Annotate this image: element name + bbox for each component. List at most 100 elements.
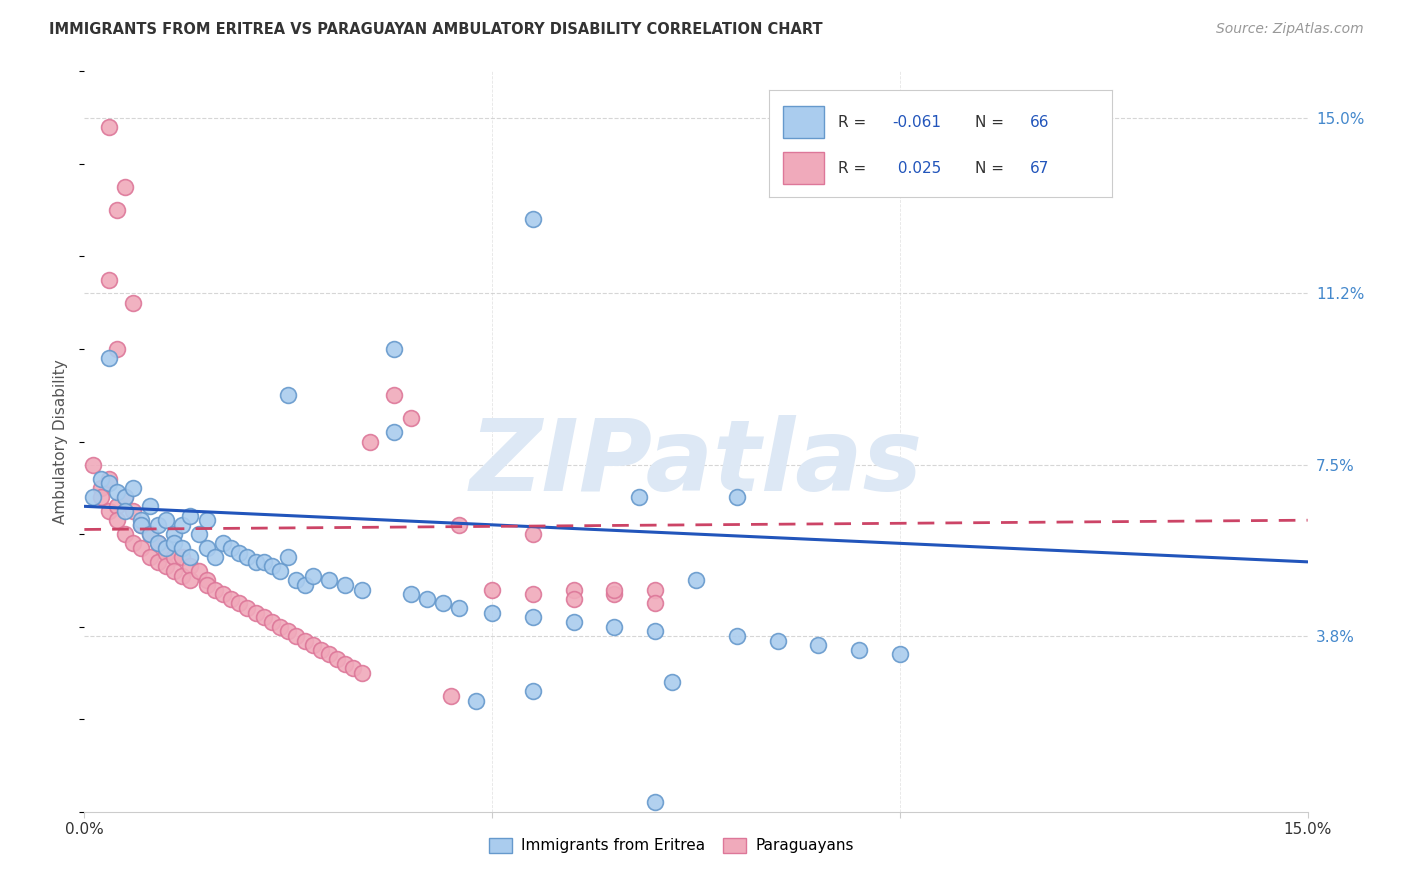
Point <box>138 527 160 541</box>
Point <box>644 624 666 639</box>
Text: Source: ZipAtlas.com: Source: ZipAtlas.com <box>1216 22 1364 37</box>
Point <box>481 582 503 597</box>
Point <box>562 615 585 629</box>
Point <box>269 619 291 633</box>
Point <box>155 559 177 574</box>
Point <box>644 582 666 597</box>
Point <box>236 601 259 615</box>
Point <box>179 508 201 523</box>
Point <box>382 425 405 440</box>
Point <box>187 527 209 541</box>
Point <box>195 574 218 588</box>
Point <box>122 295 145 310</box>
Point <box>155 513 177 527</box>
Point <box>122 504 145 518</box>
Point <box>449 517 471 532</box>
Y-axis label: Ambulatory Disability: Ambulatory Disability <box>53 359 69 524</box>
Point <box>416 591 439 606</box>
Point <box>432 597 454 611</box>
Point <box>131 541 153 555</box>
Point <box>342 661 364 675</box>
Point <box>464 694 486 708</box>
Text: IMMIGRANTS FROM ERITREA VS PARAGUAYAN AMBULATORY DISABILITY CORRELATION CHART: IMMIGRANTS FROM ERITREA VS PARAGUAYAN AM… <box>49 22 823 37</box>
Point <box>301 568 323 582</box>
Point <box>685 574 707 588</box>
Point <box>114 490 136 504</box>
Point <box>326 652 349 666</box>
Point <box>195 541 218 555</box>
Point <box>146 555 169 569</box>
Point <box>350 665 373 680</box>
Point <box>122 536 145 550</box>
Point <box>179 559 201 574</box>
Point <box>105 485 128 500</box>
Point <box>155 545 177 560</box>
Point <box>82 458 104 472</box>
Point <box>163 564 186 578</box>
Point <box>90 481 112 495</box>
Point <box>212 587 235 601</box>
Point <box>146 536 169 550</box>
Point <box>807 638 830 652</box>
Point <box>219 591 242 606</box>
Point <box>179 550 201 565</box>
Point <box>245 555 267 569</box>
Point <box>335 578 357 592</box>
Point <box>163 550 186 565</box>
Legend: Immigrants from Eritrea, Paraguayans: Immigrants from Eritrea, Paraguayans <box>482 831 860 860</box>
Point <box>163 536 186 550</box>
Point <box>90 490 112 504</box>
Point <box>131 513 153 527</box>
Point <box>382 342 405 356</box>
Point <box>350 582 373 597</box>
Point <box>187 564 209 578</box>
Point <box>97 504 120 518</box>
Point <box>562 591 585 606</box>
Point <box>114 504 136 518</box>
Point <box>195 513 218 527</box>
Text: ZIPatlas: ZIPatlas <box>470 416 922 512</box>
Point <box>562 582 585 597</box>
Point <box>440 689 463 703</box>
Point <box>294 578 316 592</box>
Point <box>97 120 120 134</box>
Point <box>105 513 128 527</box>
Point <box>97 272 120 286</box>
Point <box>269 564 291 578</box>
Point <box>105 342 128 356</box>
Point <box>97 476 120 491</box>
Point <box>603 582 626 597</box>
Point <box>449 601 471 615</box>
Point <box>285 574 308 588</box>
Point <box>725 629 748 643</box>
Point <box>766 633 789 648</box>
Point <box>285 629 308 643</box>
Point <box>172 568 194 582</box>
Point <box>163 527 186 541</box>
Point <box>245 606 267 620</box>
Point <box>522 684 544 698</box>
Point <box>644 796 666 810</box>
Point <box>114 490 136 504</box>
Point <box>253 555 276 569</box>
Point <box>522 610 544 624</box>
Point <box>155 541 177 555</box>
Point <box>228 545 250 560</box>
Point <box>889 648 911 662</box>
Point <box>90 472 112 486</box>
Point <box>277 388 299 402</box>
Point <box>335 657 357 671</box>
Point <box>603 619 626 633</box>
Point <box>644 597 666 611</box>
Point <box>146 536 169 550</box>
Point <box>146 517 169 532</box>
Point <box>309 642 332 657</box>
Point <box>399 411 422 425</box>
Point <box>228 597 250 611</box>
Point <box>204 582 226 597</box>
Point <box>138 550 160 565</box>
Point <box>522 212 544 227</box>
Point <box>725 490 748 504</box>
Point <box>481 606 503 620</box>
Point <box>138 527 160 541</box>
